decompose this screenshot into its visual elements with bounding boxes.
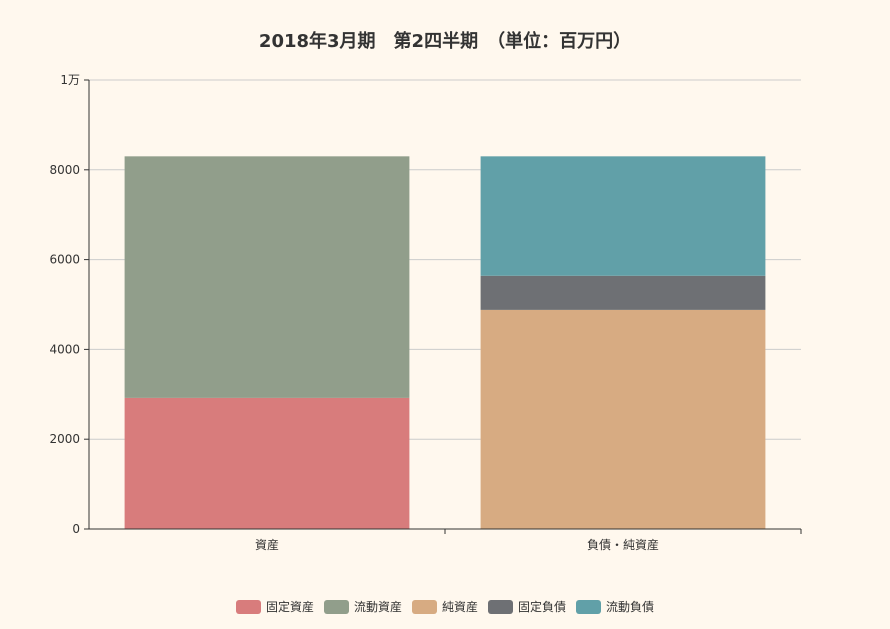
legend-swatch (576, 600, 601, 614)
legend-label: 固定資産 (266, 599, 314, 614)
y-tick-label: 8000 (49, 163, 80, 177)
y-tick-label: 2000 (49, 432, 80, 446)
y-tick-label: 4000 (49, 342, 80, 356)
bars (124, 156, 766, 529)
legend-label: 流動資産 (354, 599, 402, 614)
chart-title: 2018年3月期 第2四半期 （単位：百万円） (259, 30, 631, 52)
y-tick-label: 0 (72, 522, 80, 536)
legend-item[interactable]: 流動資産 (324, 599, 402, 614)
y-tick-label: 6000 (49, 253, 80, 267)
legend-item[interactable]: 流動負債 (576, 599, 654, 614)
legend-label: 固定負債 (518, 599, 566, 614)
bar-segment (124, 397, 410, 529)
bar-segment (480, 275, 766, 310)
legend-item[interactable]: 固定負債 (488, 599, 566, 614)
legend-item[interactable]: 純資産 (412, 599, 478, 614)
legend-swatch (236, 600, 261, 614)
bar-segment (124, 156, 410, 398)
legend-swatch (412, 600, 437, 614)
legend-label: 純資産 (442, 599, 478, 614)
x-tick-label: 資産 (255, 537, 279, 552)
bar-segment (480, 309, 766, 529)
x-tick-label: 負債・純資産 (587, 537, 659, 552)
bar-segment (480, 156, 766, 276)
legend-swatch (488, 600, 513, 614)
legend-item[interactable]: 固定資産 (236, 599, 314, 614)
y-tick-label: 1万 (60, 73, 80, 87)
legend-label: 流動負債 (606, 599, 654, 614)
legend: 固定資産 流動資産 純資産 固定負債 流動負債 (236, 599, 654, 614)
legend-swatch (324, 600, 349, 614)
